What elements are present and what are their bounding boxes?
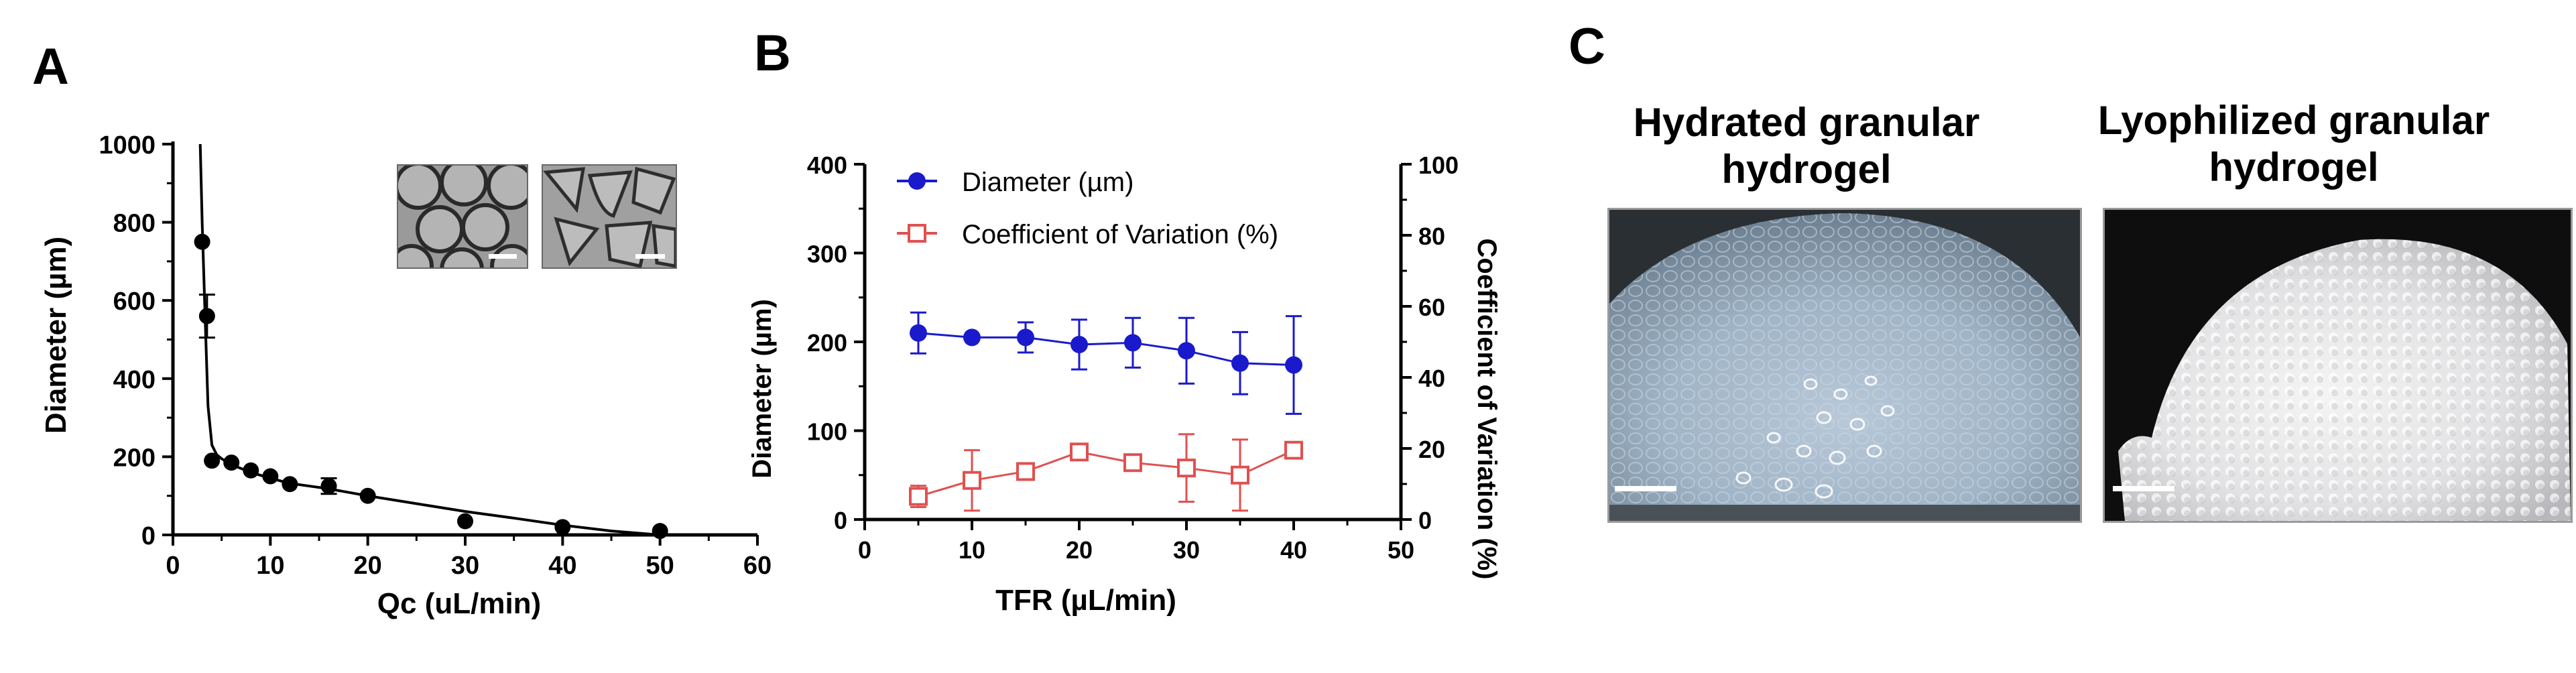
chart-b-diameter-point — [1178, 342, 1195, 360]
chart-b-ytick-label: 200 — [807, 329, 847, 357]
chart-a-point — [652, 523, 668, 540]
chart-a-xtick-label: 60 — [743, 552, 771, 580]
panel-label-a: A — [32, 38, 69, 95]
chart-a-inset-spherical — [397, 164, 528, 269]
chart-b-cv-point — [909, 487, 928, 506]
chart-b-diameter-line — [918, 332, 1294, 366]
chart-a-ylabel: Diameter (µm) — [40, 237, 72, 434]
chart-a-point — [359, 487, 376, 504]
chart-a-ytick-label: 400 — [113, 366, 156, 394]
chart-b-cv-point — [1177, 458, 1196, 478]
chart-a-point — [554, 519, 571, 536]
chart-a-ytick-label: 800 — [113, 210, 156, 238]
chart-b-y2tick-label: 0 — [1418, 507, 1432, 534]
chart-b-y2tick-label: 40 — [1418, 365, 1445, 392]
chart-b-xlabel: TFR (µL/min) — [995, 584, 1176, 617]
chart-b-diameter-point — [1070, 335, 1088, 353]
chart-a-point — [320, 478, 337, 495]
chart-a-point — [243, 462, 259, 479]
hydrated-title-line2: hydrogel — [1721, 147, 1892, 192]
chart-a-xtick-label: 20 — [354, 552, 382, 580]
chart-a-ytick-label: 1000 — [99, 131, 156, 160]
panel-label-b: B — [754, 25, 791, 82]
legend-cv-marker — [908, 224, 926, 243]
chart-b-ytick-label: 400 — [807, 151, 847, 179]
chart-b-diameter-point — [1231, 354, 1249, 372]
chart-b-diameter-point — [1285, 356, 1302, 374]
legend-diameter-label: Diameter (µm) — [962, 168, 1133, 197]
chart-a-xtick-label: 50 — [646, 552, 674, 580]
chart-b-cv-point — [963, 471, 981, 490]
chart-a-xtick-label: 0 — [166, 552, 180, 580]
chart-a-xtick-label: 40 — [548, 552, 576, 580]
chart-b-diameter-point — [1124, 334, 1142, 352]
lyophilized-title-line1: Lyophilized granular — [2097, 98, 2490, 143]
chart-b-ytick-label: 100 — [807, 418, 847, 446]
chart-b-marks — [909, 311, 1303, 512]
chart-a: 0 200 400 600 800 1000 0 10 20 30 40 50 60 Qc (uL/mi… — [40, 131, 771, 620]
chart-b-xtick-label: 20 — [1066, 536, 1093, 564]
panel-label-c: C — [1569, 18, 1605, 75]
chart-a-point — [457, 513, 473, 530]
chart-a-xtick-label: 30 — [451, 552, 479, 580]
hydrated-hydrogel-photo — [1607, 208, 2082, 523]
legend-cv-label: Coefficient of Variation (%) — [962, 220, 1278, 249]
chart-b-xtick-label: 50 — [1388, 536, 1414, 564]
chart-b-y2tick-label: 60 — [1418, 294, 1445, 321]
chart-b-cv-point — [1231, 465, 1249, 485]
chart-a-point — [204, 452, 221, 469]
chart-b-cv-point — [1070, 442, 1089, 462]
chart-a-ytick-label: 0 — [141, 522, 156, 550]
chart-a-inset-deformed — [542, 164, 677, 269]
chart-b-xtick-label: 40 — [1280, 536, 1307, 564]
chart-b-diameter-point — [1017, 328, 1034, 347]
lyophilized-title: Lyophilized granular hydrogel — [2086, 97, 2502, 191]
legend-diameter-marker — [908, 172, 926, 190]
chart-b-xtick-label: 0 — [858, 536, 871, 564]
chart-a-axes: 0 200 400 600 800 1000 0 10 20 30 40 50 60 — [99, 131, 771, 580]
chart-b-ytick-label: 300 — [807, 241, 847, 268]
chart-b-xtick-label: 10 — [959, 536, 985, 564]
chart-b-xtick-label: 30 — [1173, 536, 1200, 564]
chart-b-cv-point — [1123, 453, 1142, 473]
chart-a-xlabel: Qc (uL/min) — [377, 587, 541, 620]
chart-a-ytick-label: 600 — [113, 288, 156, 316]
hydrated-title-line1: Hydrated granular — [1633, 100, 1980, 145]
chart-a-point — [194, 233, 210, 250]
chart-b-cv-point — [1284, 440, 1303, 460]
chart-a-ytick-label: 200 — [113, 444, 156, 472]
lyophilized-hydrogel-photo — [2103, 208, 2573, 523]
chart-b-y2tick-label: 80 — [1418, 223, 1445, 250]
chart-b-diameter-point — [910, 324, 927, 342]
lyophilized-title-line2: hydrogel — [2209, 145, 2379, 190]
chart-a-point — [198, 308, 215, 324]
chart-b-ytick-label: 0 — [834, 507, 847, 534]
chart-b-diameter-point — [963, 328, 981, 347]
hydrated-title: Hydrated granular hydrogel — [1605, 99, 2008, 193]
chart-b-ylabel: Diameter (µm) — [747, 299, 777, 479]
chart-b-cv-point — [1016, 462, 1035, 481]
chart-a-xtick-label: 10 — [256, 552, 284, 580]
chart-a-marks — [194, 233, 668, 540]
chart-b-legend: Diameter (µm) Coefficient of Variation (… — [897, 168, 1278, 249]
chart-a-point — [282, 476, 298, 493]
chart-b: 0 100 200 300 400 0 20 40 60 80 100 0 10 20 30 40 50 Dia… — [747, 151, 1501, 617]
chart-a-point — [223, 454, 240, 471]
chart-a-point — [262, 468, 279, 485]
chart-b-axes: 0 100 200 300 400 0 20 40 60 80 100 0 10 20 30 40 50 — [807, 151, 1459, 564]
chart-b-y2tick-label: 20 — [1418, 436, 1445, 463]
chart-b-y2tick-label: 100 — [1418, 151, 1459, 179]
chart-b-y2label: Coefficient of Variation (%) — [1472, 239, 1501, 580]
